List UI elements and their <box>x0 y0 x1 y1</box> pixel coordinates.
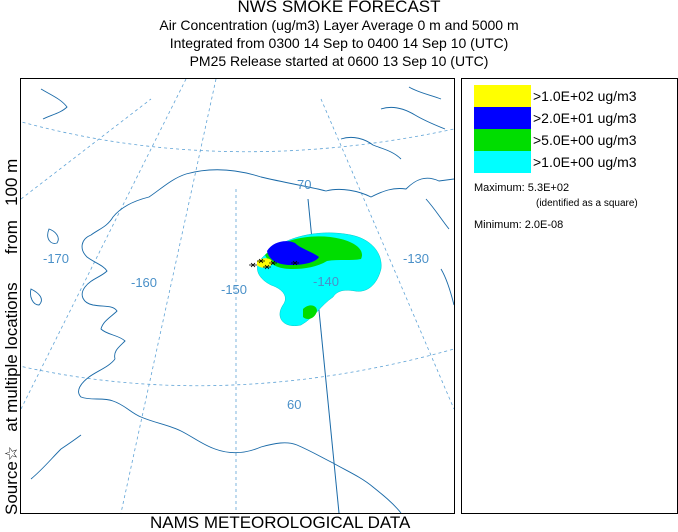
coast-aleutians <box>30 434 82 480</box>
legend-swatch <box>474 151 531 173</box>
map-canvas: -170 -160 -150 -140 -130 70 60 <box>21 79 454 513</box>
lon-label-130: -130 <box>403 251 429 266</box>
legend-item-level3: >5.0E+00 ug/m3 <box>474 129 674 151</box>
coast-hudson <box>440 268 454 306</box>
lon-line-170 <box>21 79 187 410</box>
source-marker <box>249 262 257 268</box>
lat-line-70 <box>21 121 454 153</box>
coast-southwest <box>78 358 402 513</box>
source-marker <box>291 260 299 266</box>
legend-label: >1.0E+00 ug/m3 <box>533 154 637 170</box>
legend-label: >1.0E+02 ug/m3 <box>533 88 637 104</box>
lat-line-60 <box>21 348 454 387</box>
coast-arctic <box>185 169 454 198</box>
source-markers <box>249 258 299 270</box>
coast-northwest <box>81 173 187 360</box>
coast-canada-islands <box>340 86 450 230</box>
plume-level2 <box>267 241 319 265</box>
subtitle-concentration: Air Concentration (ug/m3) Layer Average … <box>159 17 519 33</box>
subtitle-integration: Integrated from 0300 14 Sep to 0400 14 S… <box>169 35 509 51</box>
lat-label-70: 70 <box>297 177 311 192</box>
lon-label-170: -170 <box>43 251 69 266</box>
legend-item-level1: >1.0E+02 ug/m3 <box>474 85 674 107</box>
legend-label: >2.0E+01 ug/m3 <box>533 110 637 126</box>
subtitle-release: PM25 Release started at 0600 13 Sep 10 (… <box>189 53 489 69</box>
legend-swatch <box>474 85 531 107</box>
map-panel: -170 -160 -150 -140 -130 70 60 <box>20 78 455 514</box>
legend-item-level2: >2.0E+01 ug/m3 <box>474 107 674 129</box>
legend-item-level4: >1.0E+00 ug/m3 <box>474 151 674 173</box>
source-marker <box>257 258 265 264</box>
footer-label: NAMS METEOROLOGICAL DATA <box>150 513 411 532</box>
lat-label-60: 60 <box>287 397 301 412</box>
source-marker <box>263 264 271 270</box>
legend-label: >5.0E+00 ug/m3 <box>533 132 637 148</box>
coast-st-lawrence <box>40 88 68 120</box>
source-marker <box>269 260 277 266</box>
chart-title: NWS SMOKE FORECAST <box>237 0 441 16</box>
lon-label-140: -140 <box>313 274 339 289</box>
minimum-value: Minimum: 2.0E-08 <box>474 219 564 231</box>
plume-level3b <box>303 305 317 319</box>
maximum-note: (identified as a square) <box>536 198 638 209</box>
legend-swatch <box>474 107 531 129</box>
legend-panel: >1.0E+02 ug/m3 >2.0E+01 ug/m3 >5.0E+00 u… <box>461 78 678 514</box>
lon-line-160 <box>120 79 217 513</box>
lon-line-170b <box>21 98 152 200</box>
legend-swatch <box>474 129 531 151</box>
lon-line-130 <box>320 98 454 410</box>
lon-label-160: -160 <box>131 275 157 290</box>
maximum-value: Maximum: 5.3E+02 <box>474 182 570 194</box>
lon-label-150: -150 <box>221 282 247 297</box>
coast-islands-west <box>30 228 59 306</box>
